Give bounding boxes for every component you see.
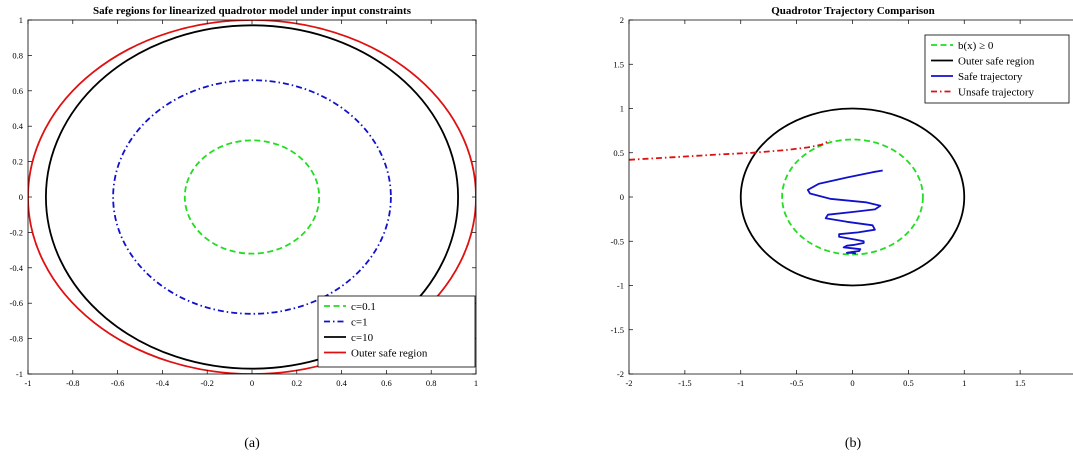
chart-b-ytick-label: 1.5 <box>613 59 624 69</box>
chart-b-series-3 <box>629 139 831 161</box>
chart-a-xtick-label: 0.8 <box>426 378 437 388</box>
chart-a-ytick-label: 1 <box>19 15 23 25</box>
chart-b-legend-label: Safe trajectory <box>958 71 1023 83</box>
chart-a-legend-label: Outer safe region <box>351 348 428 360</box>
chart-a-series-0 <box>183 139 321 255</box>
chart-b: Quadrotor Trajectory Comparison -2 -1.5 -1… <box>611 5 1073 451</box>
chart-a-ytick-label: -1 <box>16 369 23 379</box>
chart-a-series-layer <box>28 20 476 374</box>
chart-b-ytick-label: 0.5 <box>613 148 624 158</box>
chart-b-legend-label: Unsafe trajectory <box>958 87 1035 99</box>
chart-a-ytick-label: -0.2 <box>10 227 23 237</box>
chart-b-xtick-label: -1.5 <box>678 378 691 388</box>
chart-a-series-1 <box>112 79 392 315</box>
chart-a-xtick-label: -0.2 <box>200 378 213 388</box>
chart-a-legend-label: c=10 <box>351 332 374 344</box>
chart-a-ytick-label: -0.8 <box>10 334 23 344</box>
chart-a-ytick-label: 0.6 <box>12 86 23 96</box>
chart-a-x-ticks: -1 -0.8 -0.6 -0.4 -0.2 0 0.2 0.4 0.6 0.8 1 <box>24 20 478 388</box>
chart-a-series-2 <box>45 24 459 370</box>
chart-b-series-0 <box>781 138 924 256</box>
chart-b-xtick-label: -0.5 <box>790 378 803 388</box>
chart-a-xtick-label: 1 <box>474 378 478 388</box>
chart-a-legend-box <box>317 295 476 368</box>
chart-b-xtick-label: 0 <box>850 378 854 388</box>
chart-a-caption: (a) <box>244 436 260 451</box>
chart-a-ytick-label: 0.4 <box>12 121 23 131</box>
chart-b-xtick-label: -2 <box>625 378 632 388</box>
chart-a-xtick-label: -0.6 <box>111 378 124 388</box>
chart-b-series-layer <box>629 107 966 287</box>
chart-b-caption: (b) <box>845 436 862 451</box>
chart-b-xtick-label: -1 <box>737 378 744 388</box>
chart-a-xtick-label: 0 <box>250 378 254 388</box>
chart-a-ytick-label: 0 <box>19 192 23 202</box>
chart-b-ytick-label: -0.5 <box>611 236 624 246</box>
chart-b-ytick-label: -1.5 <box>611 325 624 335</box>
chart-a-xtick-label: 0.6 <box>381 378 392 388</box>
chart-a-xtick-label: -0.4 <box>156 378 170 388</box>
chart-b-ytick-label: 0 <box>620 192 624 202</box>
chart-a-ytick-label: 0.2 <box>12 157 23 167</box>
chart-b-legend-label: b(x) ≥ 0 <box>958 40 994 52</box>
chart-a-xtick-label: -0.8 <box>66 378 79 388</box>
chart-a-xtick-label: 0.4 <box>336 378 347 388</box>
chart-a-y-ticks: -1 -0.8 -0.6 -0.4 -0.2 0 0.2 0.4 0.6 0.8 1 <box>10 15 476 379</box>
chart-b-series-2 <box>806 169 883 255</box>
chart-a-ytick-label: -0.4 <box>10 263 24 273</box>
chart-b-legend: b(x) ≥ 0 Outer safe region Safe trajectory… <box>924 34 1070 104</box>
chart-b-x-ticks: -2 -1.5 -1 -0.5 0 0.5 1 1.5 <box>625 20 1025 388</box>
chart-a-xtick-label: -1 <box>24 378 31 388</box>
chart-b-ytick-label: 2 <box>620 15 624 25</box>
chart-a-xtick-label: 0.2 <box>291 378 302 388</box>
chart-a: Safe regions for linearized quadrotor mo… <box>10 5 479 451</box>
chart-a-legend: c=0.1 c=1 c=10 Outer safe region <box>317 295 476 368</box>
chart-b-title: Quadrotor Trajectory Comparison <box>771 5 935 17</box>
chart-b-xtick-label: 0.5 <box>903 378 914 388</box>
chart-b-y-ticks: -2 -1.5 -1 -0.5 0 0.5 1 1.5 2 <box>611 15 633 379</box>
chart-a-ytick-label: 0.8 <box>12 50 23 60</box>
chart-b-ytick-label: -1 <box>617 281 624 291</box>
chart-b-ytick-label: 1 <box>620 104 624 114</box>
chart-a-ytick-label: -0.6 <box>10 298 23 308</box>
chart-a-legend-label: c=1 <box>351 317 368 329</box>
chart-a-legend-label: c=0.1 <box>351 301 376 313</box>
chart-a-title: Safe regions for linearized quadrotor mo… <box>93 5 412 17</box>
chart-b-ytick-label: -2 <box>617 369 624 379</box>
chart-b-xtick-label: 1.5 <box>1015 378 1026 388</box>
chart-b-xtick-label: 1 <box>962 378 966 388</box>
chart-b-series-1 <box>739 107 966 287</box>
chart-b-legend-label: Outer safe region <box>958 56 1035 68</box>
